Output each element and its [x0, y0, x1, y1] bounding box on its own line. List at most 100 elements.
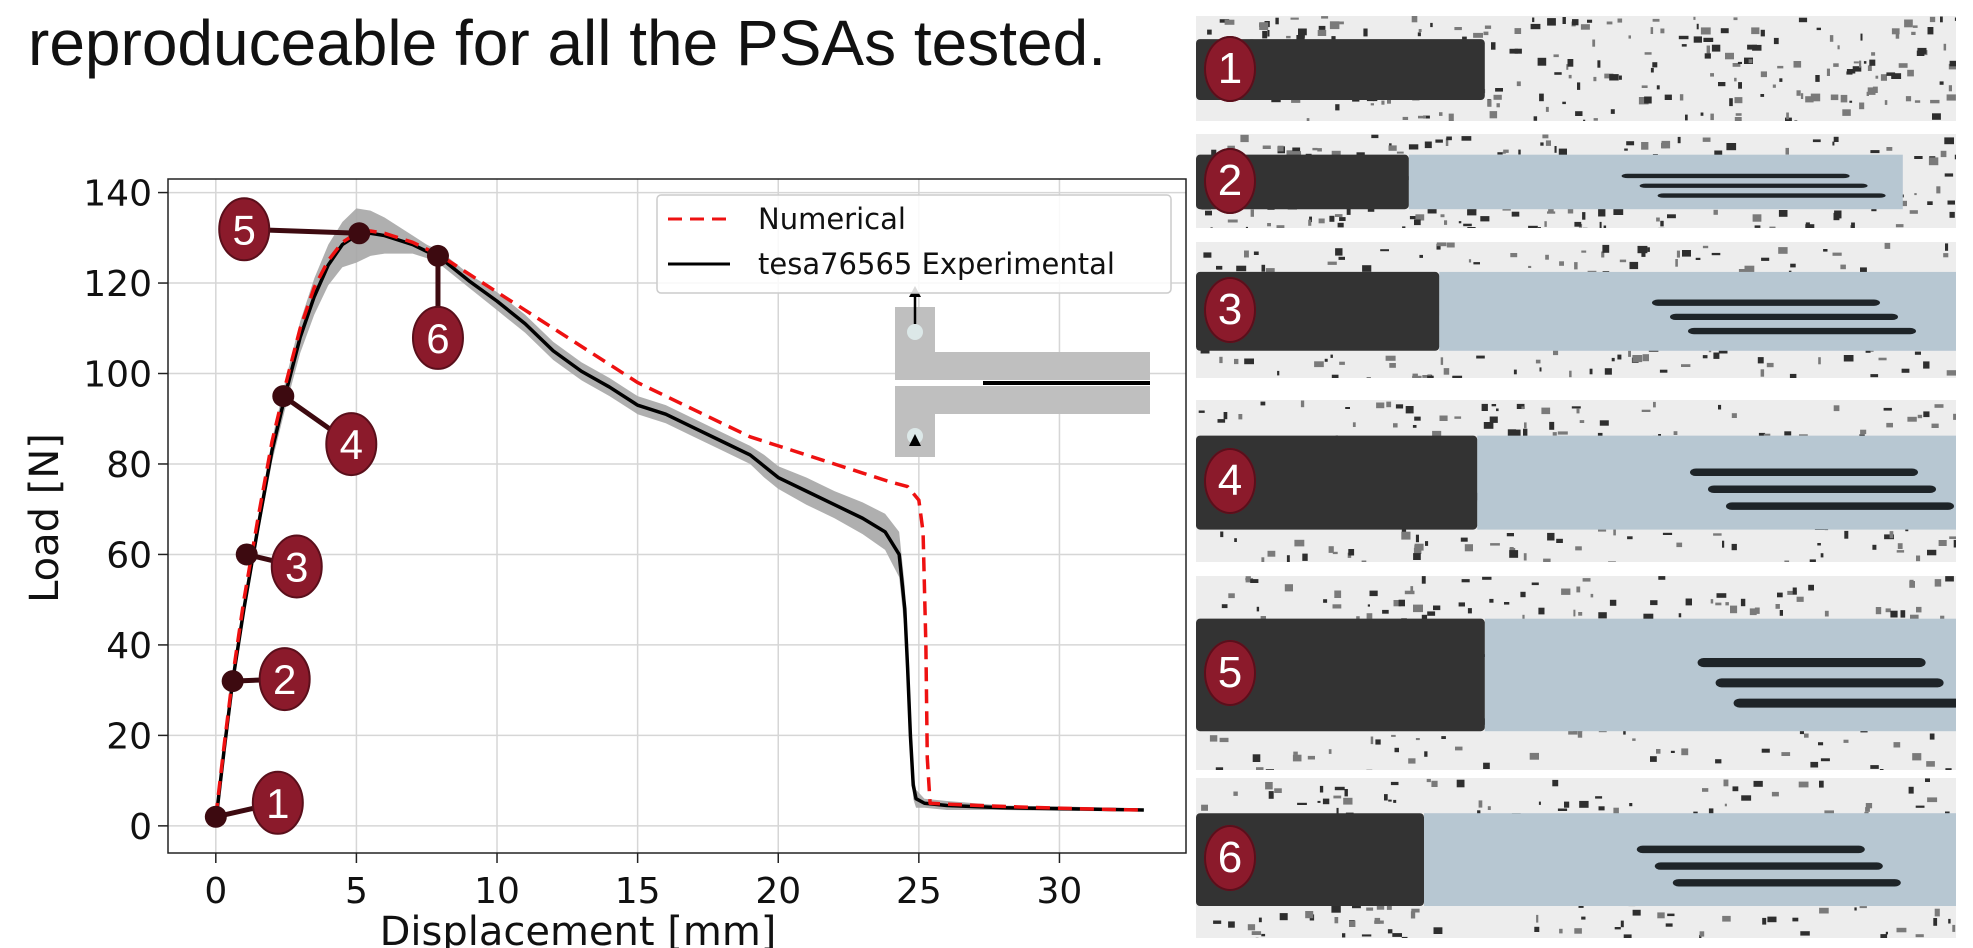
speckle-texture [1934, 908, 1940, 917]
speckle-texture [1905, 96, 1912, 102]
speckle-texture [1943, 43, 1947, 51]
speckle-texture [1880, 934, 1888, 938]
speckle-texture [1650, 27, 1654, 34]
specimen-schematic [895, 286, 1150, 457]
speckle-texture [1552, 432, 1557, 436]
crack-opening-zone [1196, 39, 1485, 100]
speckle-texture [1653, 401, 1656, 408]
speckle-texture [1860, 267, 1867, 273]
speckle-texture [1523, 428, 1528, 437]
speckle-texture [1886, 147, 1893, 151]
speckle-texture [1440, 214, 1445, 218]
speckle-texture [1664, 94, 1672, 100]
speckle-texture [1388, 799, 1392, 802]
speckle-texture [1411, 16, 1418, 23]
speckle-texture [1233, 791, 1238, 796]
speckle-texture [1757, 357, 1764, 364]
speckle-texture [1946, 370, 1956, 376]
speckle-texture [1331, 374, 1339, 378]
speckle-texture [1946, 94, 1956, 101]
experimental-scatter-band [215, 208, 1144, 822]
speckle-texture [1537, 57, 1547, 66]
speckle-texture [1516, 81, 1521, 87]
speckle-texture [1414, 545, 1418, 549]
speckle-texture [1627, 536, 1633, 540]
speckle-texture [1578, 612, 1583, 616]
speckle-texture [1632, 909, 1641, 916]
speckle-texture [1561, 588, 1571, 595]
speckle-texture [1334, 21, 1344, 25]
speckle-texture [1258, 917, 1262, 923]
speckle-texture [1792, 587, 1797, 595]
speckle-texture [1234, 538, 1237, 542]
speckle-texture [1276, 225, 1285, 228]
plot-frame [167, 178, 1187, 854]
speckle-texture [1824, 810, 1834, 815]
speckle-texture [1722, 540, 1725, 548]
y-tick-label: 80 [106, 445, 152, 486]
speckle-texture [1685, 598, 1692, 606]
speckle-texture [1912, 25, 1918, 28]
speckle-texture [1417, 32, 1421, 37]
speckle-texture [1779, 78, 1783, 82]
speckle-texture [1761, 748, 1770, 753]
speckle-texture [1240, 134, 1249, 143]
speckle-texture [1317, 148, 1322, 152]
delaminated-adhesive-zone [1408, 154, 1903, 210]
marker-label-2: 2 [273, 656, 296, 703]
speckle-texture [1613, 207, 1624, 215]
speckle-texture [1489, 416, 1498, 423]
speckle-texture [1675, 259, 1678, 267]
speckle-texture [1884, 100, 1888, 105]
speckle-texture [1286, 555, 1290, 562]
speckle-texture [1553, 348, 1559, 356]
speckle-texture [1433, 927, 1443, 934]
speckle-texture [1808, 584, 1814, 591]
speckle-texture [1467, 227, 1476, 228]
speckle-texture [1784, 560, 1790, 562]
speckle-texture [1393, 423, 1398, 428]
speckle-texture [1788, 270, 1792, 274]
speckle-texture [1628, 35, 1631, 39]
speckle-texture [1423, 115, 1430, 119]
speckle-texture [1677, 136, 1681, 144]
speckle-texture [1804, 733, 1809, 738]
speckle-texture [1611, 357, 1615, 362]
speckle-texture [1699, 931, 1705, 937]
speckle-texture [1784, 431, 1792, 436]
speckle-texture [1317, 800, 1321, 803]
speckle-texture [1896, 550, 1905, 553]
photo-badge-4: 4 [1204, 448, 1256, 514]
speckle-texture [1318, 25, 1326, 30]
speckle-texture [1810, 93, 1821, 102]
speckle-texture [1916, 50, 1925, 56]
speckle-texture [1720, 28, 1729, 34]
speckle-texture [1758, 432, 1766, 437]
speckle-texture [1323, 599, 1328, 603]
fibril-streak [1733, 698, 1956, 708]
y-tick-label: 100 [83, 355, 152, 396]
speckle-texture [1945, 768, 1952, 770]
speckle-texture [1455, 746, 1463, 751]
speckle-texture [1205, 210, 1212, 216]
speckle-texture [1493, 94, 1502, 100]
speckle-texture [1210, 227, 1213, 228]
speckle-texture [1915, 934, 1924, 938]
speckle-texture [1875, 607, 1882, 615]
speckle-texture [1629, 803, 1633, 807]
speckle-texture [1236, 265, 1247, 272]
speckle-texture [1510, 253, 1518, 258]
speckle-texture [1402, 226, 1406, 228]
speckle-texture [1511, 211, 1520, 217]
speckle-texture [1571, 406, 1581, 409]
speckle-texture [1744, 265, 1755, 274]
speckle-texture [1952, 924, 1956, 932]
speckle-texture [1389, 363, 1396, 368]
speckle-texture [1432, 430, 1442, 438]
speckle-texture [1382, 609, 1389, 614]
speckle-texture [1948, 918, 1951, 924]
speckle-texture [1265, 782, 1273, 790]
speckle-texture [1413, 604, 1423, 613]
speckle-texture [1215, 767, 1224, 770]
speckle-texture [1446, 136, 1452, 141]
